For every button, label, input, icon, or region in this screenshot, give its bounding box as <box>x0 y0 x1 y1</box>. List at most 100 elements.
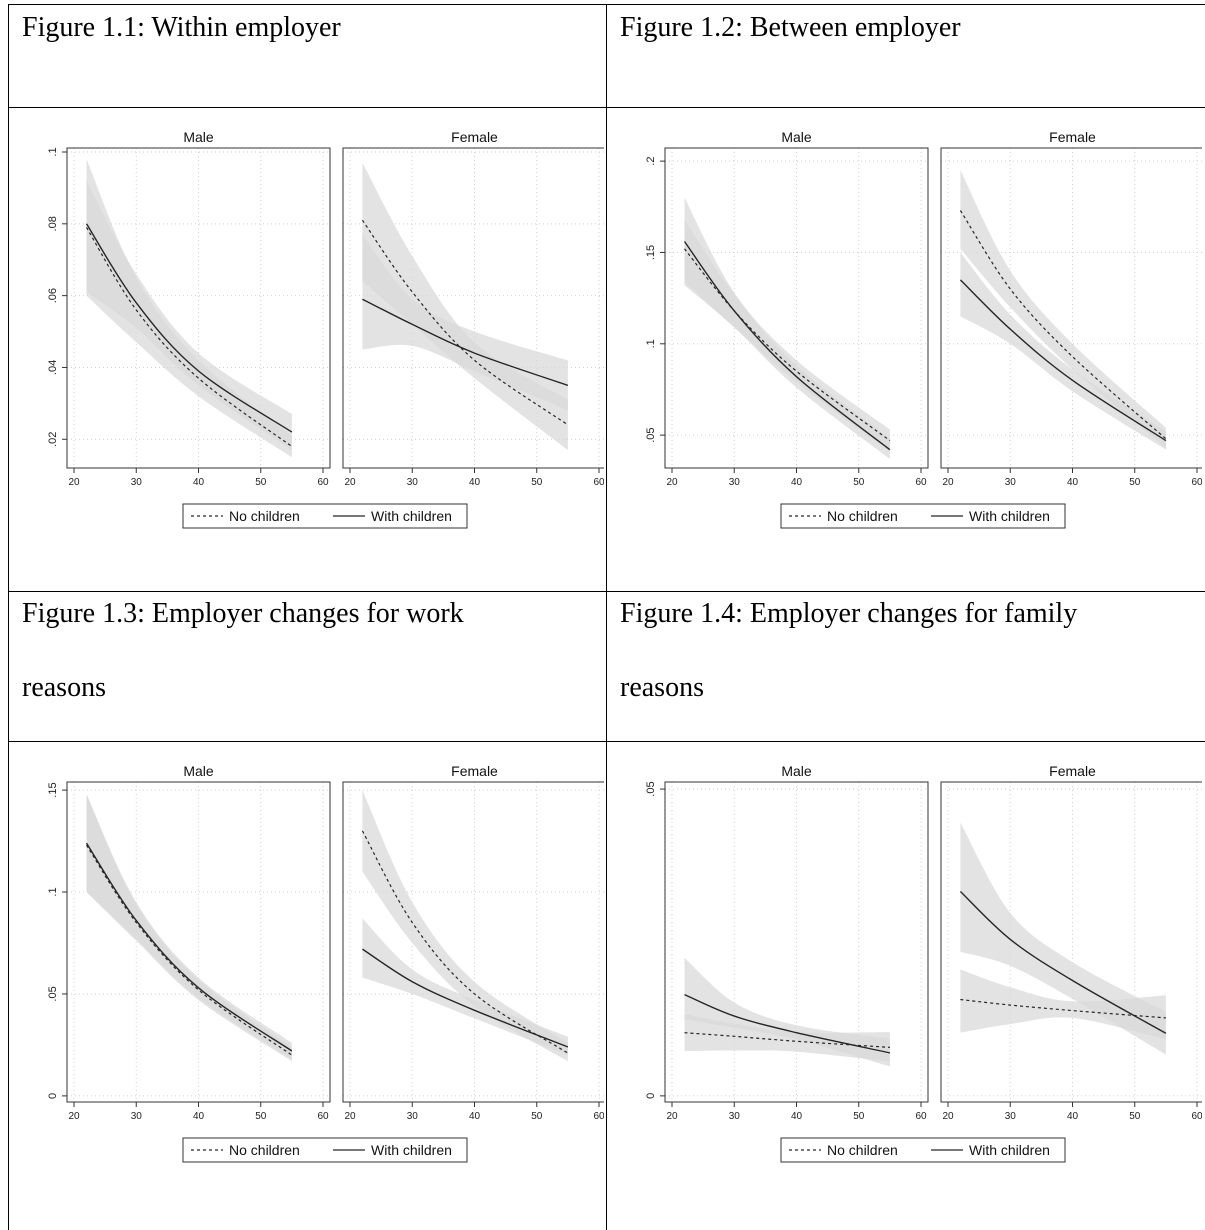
series-line-with-children <box>362 948 569 1048</box>
panel-title: Female <box>1049 763 1096 779</box>
legend: No children With children <box>182 1137 468 1163</box>
y-tick-label: .06 <box>47 288 59 303</box>
table-border-left <box>8 4 9 1230</box>
y-tick-label: 0 <box>645 1093 657 1099</box>
caption-line: Figure 1.4: Employer changes for family <box>620 598 1078 629</box>
series-line-with-children <box>85 223 293 433</box>
legend-box <box>780 503 1066 529</box>
x-tick-label: 30 <box>131 1111 143 1122</box>
x-tick-label: 50 <box>531 1111 543 1122</box>
panel-female: Female 20 30 40 50 60 <box>940 763 1202 1122</box>
ci-band-with-children <box>960 252 1166 450</box>
legend: No children With children <box>182 503 468 529</box>
legend-label: No children <box>229 508 300 524</box>
ci-band-with-children <box>362 918 568 1056</box>
legend-label: No children <box>827 1142 898 1158</box>
panel-title: Female <box>451 129 498 145</box>
y-tick-label: .02 <box>47 432 59 447</box>
chart-svg: Male 20 30 40 50 60 .05 0 Female 20 30 40 50 60 No chi… <box>645 763 1202 1163</box>
x-tick-label: 50 <box>255 1111 267 1122</box>
y-tick-label: .05 <box>645 781 657 796</box>
chart-svg: Male 20 30 40 50 60 .2 .15 .1 .05 Female 20 30 40 50 60… <box>645 129 1202 529</box>
x-tick-label: 20 <box>68 477 80 488</box>
x-tick-label: 40 <box>1067 477 1079 488</box>
legend-label: No children <box>827 508 898 524</box>
series-line-no-children <box>959 210 1167 440</box>
y-tick-label: .08 <box>47 216 59 231</box>
x-tick-label: 40 <box>1067 1111 1079 1122</box>
panel-title: Male <box>183 763 214 779</box>
legend-label: With children <box>969 508 1050 524</box>
panel-title: Female <box>451 763 498 779</box>
y-tick-label: .2 <box>645 157 657 166</box>
series-line-with-children <box>362 298 569 387</box>
caption-figure-1-2: Figure 1.2: Between employer <box>620 0 961 65</box>
x-tick-label: 60 <box>915 477 927 488</box>
x-tick-label: 60 <box>317 477 329 488</box>
caption-line: Figure 1.3: Employer changes for work <box>22 598 464 629</box>
caption-line-2: reasons <box>22 672 106 703</box>
ci-band-with-children <box>86 794 292 1060</box>
caption-figure-1-1: Figure 1.1: Within employer <box>22 0 341 65</box>
caption-figure-1-3: Figure 1.3: Employer changes for work re… <box>22 577 464 725</box>
x-tick-label: 60 <box>1191 1111 1202 1122</box>
legend-box <box>780 1137 1066 1163</box>
chart-figure-1-3: Male 20 30 40 50 60 .15 .1 .05 0 Female 20 30 40 50 60 N… <box>14 758 604 1198</box>
series-line-no-children <box>85 227 293 447</box>
column-divider <box>606 4 607 1230</box>
x-tick-label: 40 <box>791 477 803 488</box>
series-line-with-children <box>959 890 1167 1034</box>
panel-title: Male <box>781 763 812 779</box>
series-line-no-children <box>960 998 1166 1019</box>
series-line-no-children <box>85 844 293 1056</box>
x-tick-label: 30 <box>729 477 741 488</box>
legend: No children With children <box>780 1137 1066 1163</box>
panel-title: Male <box>781 129 812 145</box>
x-tick-label: 50 <box>1129 477 1141 488</box>
x-tick-label: 30 <box>407 1111 419 1122</box>
x-tick-label: 30 <box>729 1111 741 1122</box>
x-tick-label: 40 <box>469 1111 481 1122</box>
legend-box <box>182 503 468 529</box>
ci-band-with-children <box>684 957 890 1067</box>
x-tick-label: 50 <box>853 1111 865 1122</box>
x-tick-label: 20 <box>666 1111 678 1122</box>
x-tick-label: 50 <box>1129 1111 1141 1122</box>
series-line-with-children <box>683 241 891 451</box>
panel-male: Male 20 30 40 50 60 .05 0 <box>645 763 929 1122</box>
x-tick-label: 40 <box>469 477 481 488</box>
y-tick-label: .15 <box>645 245 657 260</box>
x-tick-label: 40 <box>791 1111 803 1122</box>
chart-figure-1-4: Male 20 30 40 50 60 .05 0 Female 20 30 40 50 60 No chi… <box>612 758 1202 1198</box>
x-tick-label: 60 <box>915 1111 927 1122</box>
y-tick-label: 0 <box>47 1093 59 1099</box>
chart-figure-1-2: Male 20 30 40 50 60 .2 .15 .1 .05 Female 20 30 40 50 60… <box>612 124 1202 564</box>
x-tick-label: 60 <box>317 1111 329 1122</box>
legend-box <box>182 1137 468 1163</box>
legend: No children With children <box>780 503 1066 529</box>
x-tick-label: 20 <box>942 477 954 488</box>
series-line-no-children <box>684 248 891 442</box>
series-line-with-children <box>959 279 1167 442</box>
x-tick-label: 60 <box>1191 477 1202 488</box>
x-tick-label: 30 <box>1005 1111 1017 1122</box>
caption-line-2: reasons <box>620 672 704 703</box>
caption-line: Figure 1.2: Between employer <box>620 12 961 43</box>
y-tick-label: .1 <box>47 147 59 156</box>
panel-female: Female 20 30 40 50 60 <box>342 129 604 488</box>
x-tick-label: 50 <box>255 477 267 488</box>
caption-line: Figure 1.1: Within employer <box>22 12 341 43</box>
x-tick-label: 20 <box>344 477 356 488</box>
caption-figure-1-4: Figure 1.4: Employer changes for family … <box>620 577 1077 725</box>
x-tick-label: 20 <box>666 477 678 488</box>
x-tick-label: 50 <box>853 477 865 488</box>
series-line-with-children <box>85 842 293 1052</box>
series-line-with-children <box>684 993 891 1054</box>
legend-label: With children <box>969 1142 1050 1158</box>
ci-band-with-children <box>362 234 568 411</box>
panel-male: Male 20 30 40 50 60 .15 .1 .05 0 <box>47 763 331 1122</box>
chart-svg: Male 20 30 40 50 60 .15 .1 .05 0 Female 20 30 40 50 60 N… <box>47 763 604 1163</box>
panel-male: Male 20 30 40 50 60 .1 .08 .06 .04 .02 <box>47 129 331 488</box>
chart-figure-1-1: Male 20 30 40 50 60 .1 .08 .06 .04 .02 Female 20 30 40… <box>14 124 604 564</box>
